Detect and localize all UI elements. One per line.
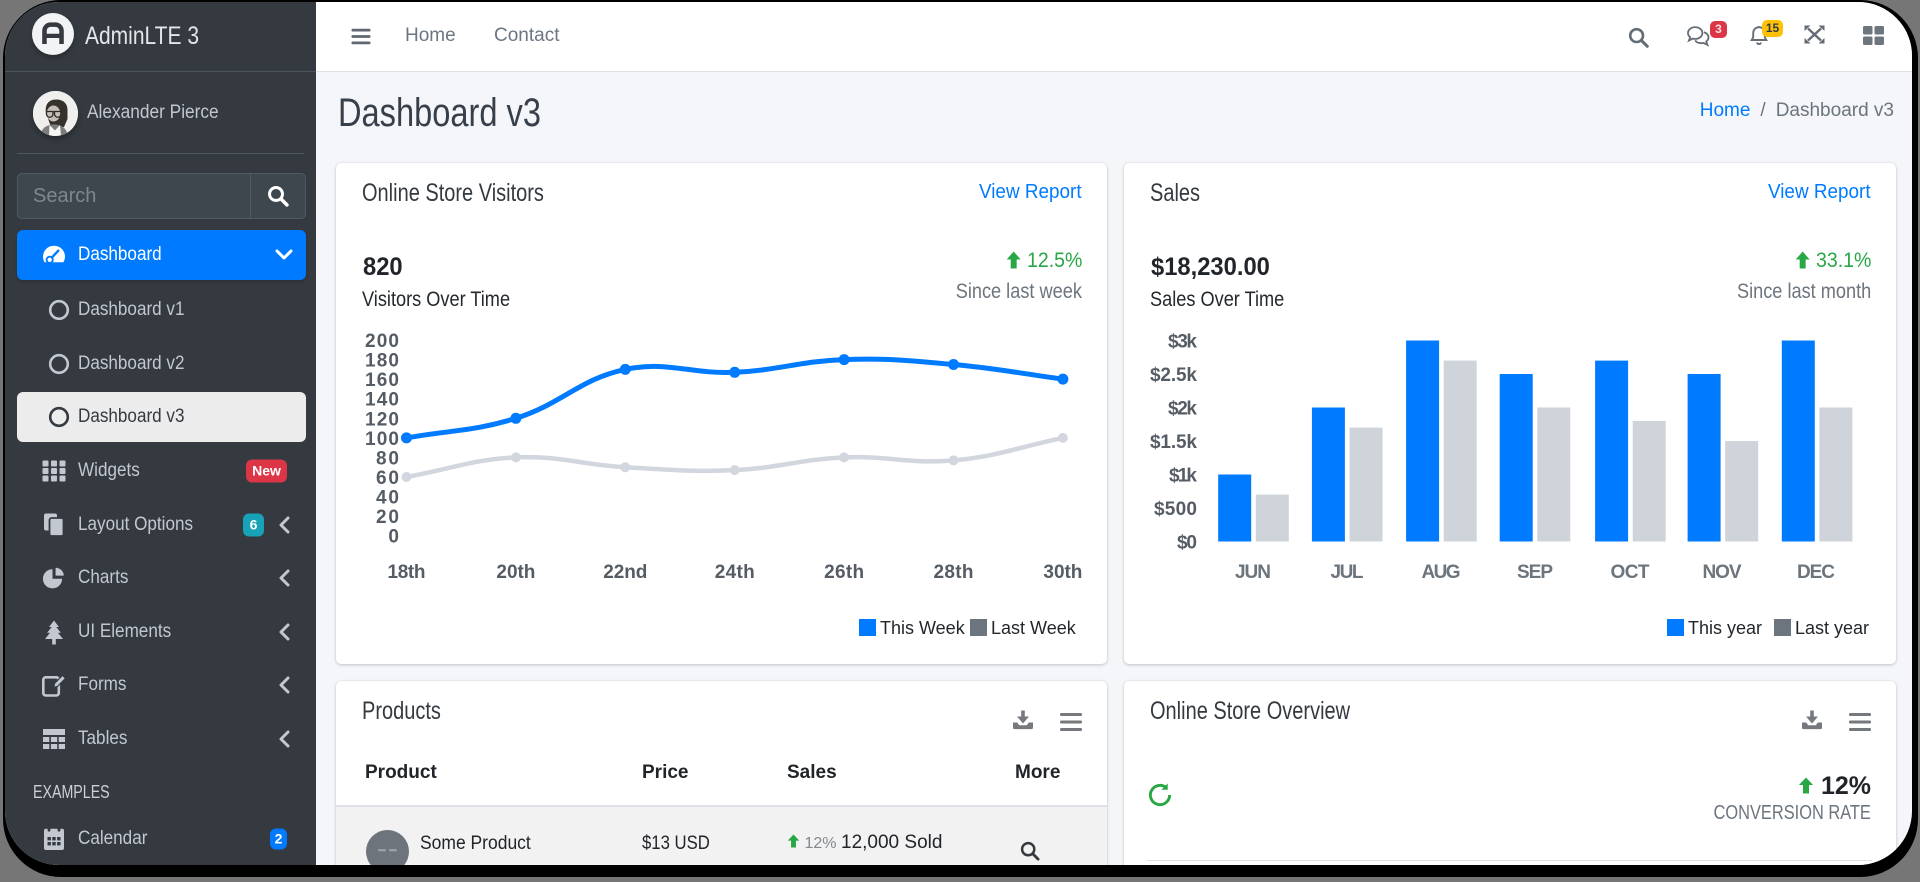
- svg-text:18th: 18th: [388, 562, 426, 583]
- svg-text:JUL: JUL: [1331, 562, 1364, 583]
- svg-text:100: 100: [365, 429, 399, 450]
- svg-text:200: 200: [365, 331, 399, 352]
- svg-text:$500: $500: [1154, 499, 1197, 520]
- svg-text:JUN: JUN: [1235, 562, 1271, 583]
- svg-text:80: 80: [376, 448, 399, 469]
- svg-text:$2.5k: $2.5k: [1150, 365, 1197, 386]
- svg-text:SEP: SEP: [1517, 562, 1553, 583]
- svg-text:$0: $0: [1177, 533, 1197, 554]
- svg-text:120: 120: [365, 409, 399, 430]
- svg-text:$1k: $1k: [1169, 466, 1197, 487]
- svg-text:28th: 28th: [934, 562, 974, 583]
- svg-text:180: 180: [365, 351, 399, 372]
- svg-text:24th: 24th: [715, 562, 755, 583]
- svg-text:$2k: $2k: [1168, 399, 1197, 420]
- svg-text:20th: 20th: [496, 562, 535, 583]
- svg-text:140: 140: [365, 390, 399, 411]
- svg-text:DEC: DEC: [1797, 562, 1835, 583]
- svg-text:22nd: 22nd: [603, 562, 647, 583]
- svg-text:$1.5k: $1.5k: [1150, 432, 1197, 453]
- svg-text:60: 60: [376, 468, 399, 489]
- svg-text:OCT: OCT: [1611, 562, 1650, 583]
- svg-text:$3k: $3k: [1168, 332, 1197, 353]
- svg-text:30th: 30th: [1043, 562, 1082, 583]
- svg-text:0: 0: [388, 527, 399, 548]
- svg-text:160: 160: [365, 370, 399, 391]
- svg-text:AUG: AUG: [1422, 562, 1461, 583]
- svg-text:40: 40: [376, 488, 399, 509]
- svg-text:NOV: NOV: [1703, 562, 1742, 583]
- svg-text:26th: 26th: [824, 562, 864, 583]
- svg-text:20: 20: [376, 507, 399, 528]
